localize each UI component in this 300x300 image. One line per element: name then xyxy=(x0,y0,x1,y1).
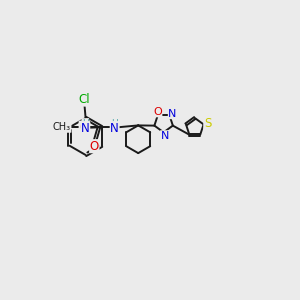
Text: O: O xyxy=(79,121,88,134)
Text: S: S xyxy=(204,117,211,130)
Text: Cl: Cl xyxy=(78,93,90,106)
Text: H: H xyxy=(111,118,118,127)
Text: H: H xyxy=(82,118,89,127)
Text: N: N xyxy=(81,122,90,135)
Text: N: N xyxy=(110,122,119,135)
Text: N: N xyxy=(160,131,169,141)
Text: O: O xyxy=(153,107,162,117)
Text: CH₃: CH₃ xyxy=(53,122,71,132)
Text: O: O xyxy=(90,140,99,153)
Text: N: N xyxy=(168,109,177,118)
